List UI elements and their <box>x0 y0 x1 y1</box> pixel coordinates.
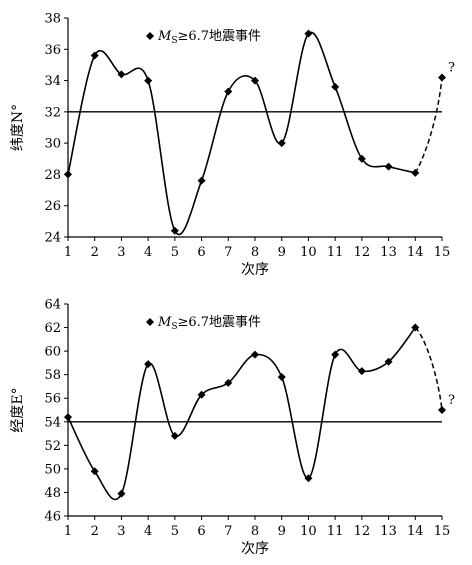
x-tick-label: 4 <box>144 524 152 539</box>
x-tick-label: 8 <box>251 245 259 260</box>
y-axis-title: 纬度N° <box>10 104 26 151</box>
data-point <box>304 29 313 38</box>
y-tick-label: 26 <box>44 199 61 214</box>
data-point <box>357 154 366 163</box>
x-tick-label: 10 <box>300 245 317 260</box>
x-tick-label: 7 <box>224 245 232 260</box>
x-tick-label: 11 <box>327 524 344 539</box>
x-tick-label: 9 <box>278 245 286 260</box>
y-tick-label: 50 <box>44 462 61 477</box>
data-point <box>64 170 72 179</box>
data-point <box>144 76 153 85</box>
x-tick-label: 5 <box>171 245 179 260</box>
y-tick-label: 28 <box>44 168 61 183</box>
x-tick-label: 11 <box>327 245 344 260</box>
y-tick-label: 34 <box>44 74 61 89</box>
y-tick-label: 30 <box>44 137 61 152</box>
data-point <box>197 390 206 399</box>
data-point <box>224 378 233 387</box>
data-point <box>117 489 126 498</box>
projection-label: ? <box>448 393 455 408</box>
x-tick-label: 14 <box>407 245 424 260</box>
x-tick-label: 15 <box>434 245 451 260</box>
data-point <box>357 367 366 376</box>
series-line <box>67 31 416 235</box>
data-point <box>277 139 286 148</box>
projection-line <box>414 77 443 174</box>
x-tick-label: 14 <box>407 524 424 539</box>
data-point <box>170 431 179 440</box>
x-tick-label: 5 <box>171 524 179 539</box>
x-tick-label: 13 <box>380 245 397 260</box>
x-tick-label: 10 <box>300 524 317 539</box>
y-tick-label: 24 <box>44 231 61 246</box>
x-tick-label: 6 <box>197 245 205 260</box>
y-tick-label: 52 <box>44 439 61 454</box>
legend-marker <box>146 32 154 40</box>
data-point <box>411 323 420 332</box>
x-tick-label: 2 <box>91 524 99 539</box>
data-point <box>251 350 259 359</box>
x-tick-label: 3 <box>117 524 125 539</box>
projection-line <box>414 327 443 411</box>
x-tick-label: 13 <box>380 524 397 539</box>
x-tick-label: 8 <box>251 524 259 539</box>
data-point <box>331 82 340 91</box>
y-tick-label: 62 <box>44 321 61 336</box>
y-tick-label: 32 <box>44 105 61 120</box>
x-tick-label: 1 <box>64 245 72 260</box>
legend-text: MS≥6.7地震事件 <box>157 315 261 332</box>
y-axis-title: 经度E° <box>10 387 26 432</box>
x-tick-label: 6 <box>197 524 205 539</box>
y-tick-label: 60 <box>44 345 61 360</box>
projection-point <box>438 73 446 82</box>
x-tick-label: 15 <box>434 524 451 539</box>
series-line <box>67 327 416 501</box>
x-axis-title: 次序 <box>241 541 269 557</box>
x-tick-label: 4 <box>144 245 152 260</box>
data-point <box>331 350 340 359</box>
y-tick-label: 64 <box>44 298 61 313</box>
y-tick-label: 46 <box>44 510 61 525</box>
legend-text: MS≥6.7地震事件 <box>157 29 261 46</box>
data-point <box>90 467 99 476</box>
projection-label: ? <box>448 60 455 75</box>
y-tick-label: 36 <box>44 43 61 58</box>
y-tick-label: 48 <box>44 486 61 501</box>
data-point <box>117 70 126 79</box>
data-point <box>384 357 393 366</box>
data-point <box>277 373 286 382</box>
data-point <box>224 87 233 96</box>
legend-marker <box>146 318 154 326</box>
data-point <box>411 168 420 177</box>
data-point <box>251 76 259 85</box>
x-tick-label: 7 <box>224 524 232 539</box>
data-point <box>64 413 72 422</box>
data-point <box>90 51 99 60</box>
data-point <box>384 162 393 171</box>
y-tick-label: 54 <box>44 415 61 430</box>
x-axis-title: 次序 <box>241 262 269 278</box>
y-tick-label: 58 <box>44 368 61 383</box>
projection-point <box>438 406 446 414</box>
data-point <box>304 474 313 483</box>
x-tick-label: 12 <box>354 245 371 260</box>
data-point <box>170 226 179 235</box>
x-tick-label: 2 <box>91 245 99 260</box>
x-tick-label: 9 <box>278 524 286 539</box>
data-point <box>144 360 153 369</box>
x-tick-label: 1 <box>64 524 72 539</box>
x-tick-label: 3 <box>117 245 125 260</box>
data-point <box>197 176 206 185</box>
y-tick-label: 38 <box>44 12 61 27</box>
y-tick-label: 56 <box>44 392 61 407</box>
x-tick-label: 12 <box>354 524 371 539</box>
